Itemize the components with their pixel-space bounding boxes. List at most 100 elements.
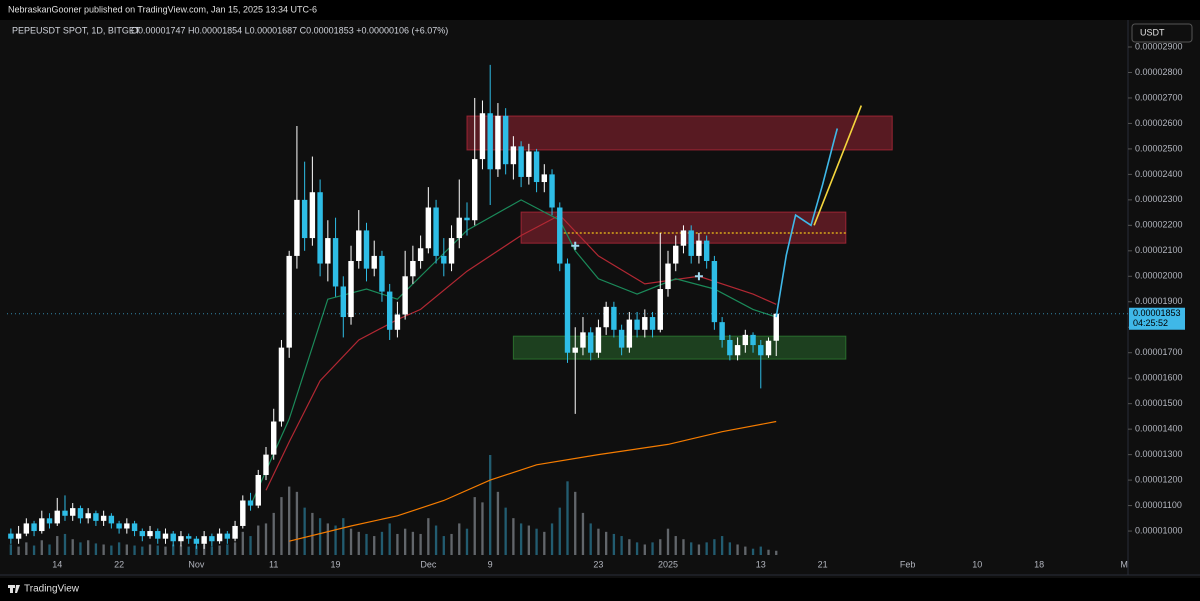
volume-bar xyxy=(481,502,484,555)
volume-bar xyxy=(736,544,739,555)
candle-body xyxy=(634,319,640,330)
candle-body xyxy=(657,289,663,330)
volume-bar xyxy=(543,531,546,555)
candle-body xyxy=(162,533,169,539)
moving-average xyxy=(249,199,777,506)
volume-bar xyxy=(380,531,384,555)
volume-bar xyxy=(767,549,770,555)
candle-body xyxy=(487,113,493,170)
candle-body xyxy=(116,523,122,529)
volume-bar xyxy=(79,542,82,555)
candle-body xyxy=(502,115,509,165)
candle-body xyxy=(742,334,749,346)
volume-bar xyxy=(403,528,407,555)
candle-body xyxy=(216,533,223,542)
volume-bar xyxy=(179,545,183,555)
candle-body xyxy=(402,276,408,315)
candle-body xyxy=(479,113,486,160)
ohlc-text: O0.00001747 H0.00001854 L0.00001687 C0.0… xyxy=(131,25,448,35)
candle-body xyxy=(54,510,60,524)
y-tick-label: 0.00001500 xyxy=(1135,398,1183,408)
volume-bar xyxy=(48,544,51,555)
candle-body xyxy=(595,327,602,353)
candle-body xyxy=(696,240,702,256)
candle-body xyxy=(711,261,718,323)
candle-body xyxy=(23,523,30,534)
x-tick-label: Feb xyxy=(900,559,916,569)
volume-bar xyxy=(164,546,167,555)
candle-body xyxy=(464,217,470,221)
y-tick-label: 0.00001000 xyxy=(1135,525,1183,535)
volume-bar xyxy=(94,543,98,555)
candle-body xyxy=(301,199,308,239)
candle-body xyxy=(325,238,331,264)
candle-body xyxy=(518,146,524,177)
y-tick-label: 0.00002200 xyxy=(1135,220,1183,230)
candle-body xyxy=(100,515,107,521)
volume-bar xyxy=(643,544,646,555)
candle-body xyxy=(587,332,594,353)
candle-body xyxy=(363,230,370,269)
y-tick-label: 0.00001100 xyxy=(1135,500,1182,510)
volume-bar xyxy=(458,523,461,555)
volume-bar xyxy=(705,542,708,555)
volume-bar xyxy=(148,544,152,555)
volume-bar xyxy=(504,507,507,555)
y-tick-label: 0.00001600 xyxy=(1135,373,1183,383)
candle-body xyxy=(703,240,710,262)
x-tick-label: Nov xyxy=(188,559,205,569)
candle-body xyxy=(626,319,633,348)
volume-bar xyxy=(295,491,299,555)
volume-bar xyxy=(326,523,329,555)
candle-body xyxy=(417,248,424,262)
candle-body xyxy=(294,199,300,256)
volume-bar xyxy=(56,536,59,555)
y-tick-label: 0.00001700 xyxy=(1135,347,1183,357)
volume-bar xyxy=(442,536,445,555)
volume-bar xyxy=(581,512,585,555)
x-tick-label: 13 xyxy=(756,559,766,569)
volume-bar xyxy=(17,546,20,555)
volume-bar xyxy=(233,542,237,555)
volume-bar xyxy=(535,528,538,555)
volume-bar xyxy=(666,528,670,555)
volume-bar xyxy=(311,512,314,555)
y-tick-label: 0.00002800 xyxy=(1135,67,1183,77)
candle-body xyxy=(773,313,779,341)
candle-body xyxy=(93,513,99,521)
candle-body xyxy=(108,515,115,524)
symbol: PEPEUSDT SPOT, 1D, BITGET xyxy=(12,25,141,35)
header-bar xyxy=(0,0,1200,20)
volume-bar xyxy=(241,531,244,555)
candle-body xyxy=(15,533,22,539)
candle-body xyxy=(185,536,192,539)
x-tick-label: 21 xyxy=(818,559,828,569)
candle-body xyxy=(533,151,540,183)
x-tick-label: 2025 xyxy=(658,559,678,569)
volume-bar xyxy=(32,545,36,555)
volume-bar xyxy=(604,531,608,555)
volume-bar xyxy=(651,542,654,555)
volume-bar xyxy=(210,546,214,555)
candle-body xyxy=(170,533,176,542)
volume-bar xyxy=(612,533,616,555)
candle-body xyxy=(394,314,401,330)
candle-body xyxy=(680,230,687,246)
candle-body xyxy=(193,538,200,544)
y-tick-label: 0.00002000 xyxy=(1135,271,1183,281)
volume-bar xyxy=(450,533,453,555)
volume-bar xyxy=(125,544,128,555)
y-tick-label: 0.00001200 xyxy=(1135,474,1183,484)
candle-body xyxy=(750,334,756,346)
volume-bar xyxy=(365,533,368,555)
currency-box[interactable] xyxy=(1131,23,1193,43)
candle-body xyxy=(209,536,215,542)
volume-bar xyxy=(272,512,275,555)
candle-body xyxy=(348,261,354,318)
currency[interactable]: USDT xyxy=(1140,27,1165,37)
volume-bar xyxy=(172,544,175,555)
volume-bar xyxy=(589,523,592,555)
y-tick-label: 0.00002600 xyxy=(1135,118,1183,128)
candle-body xyxy=(495,115,501,170)
volume-bar xyxy=(257,525,260,555)
